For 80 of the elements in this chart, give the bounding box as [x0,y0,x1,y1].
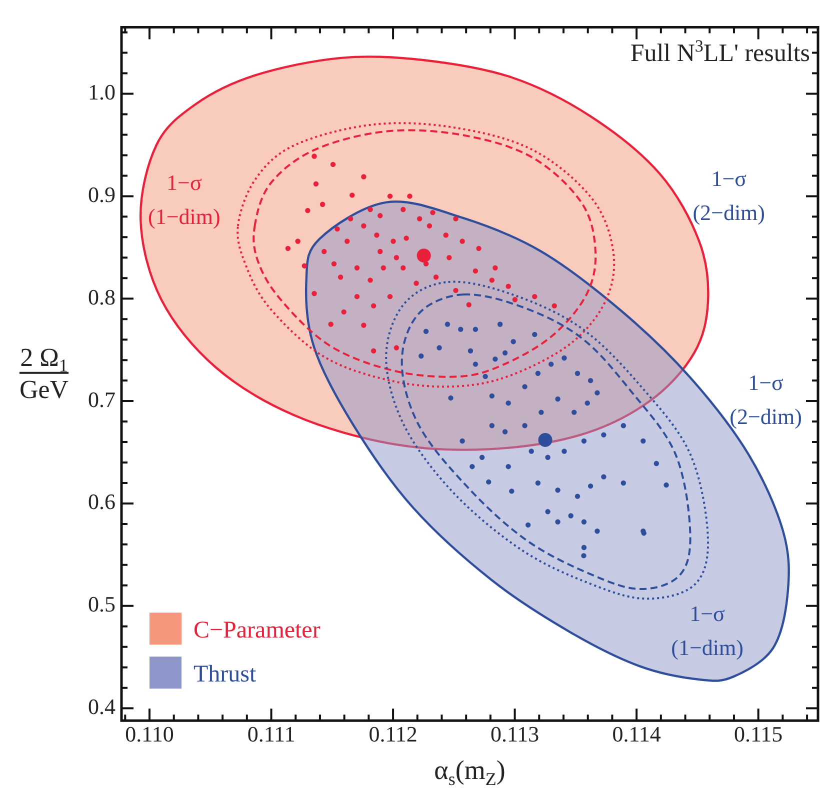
point [400,206,406,212]
legend-label: C−Parameter [194,618,320,644]
point [414,280,419,286]
annotation: 1−σ (2−dim) [730,370,802,429]
x-tick-label: 0.110 [125,722,174,747]
point [387,194,393,199]
point [338,274,344,280]
point [404,236,409,241]
x-tick-label: 0.111 [247,722,296,747]
y-tick-label: 0.4 [88,694,116,720]
point [552,303,557,308]
point [370,348,376,354]
point [387,294,393,300]
point [361,322,366,328]
point [378,213,383,218]
point [416,216,422,222]
point [285,246,291,252]
point [407,194,412,199]
annotation: 1−σ (1−dim) [148,170,220,230]
point [350,192,355,198]
y-tick-label: 0.9 [88,182,116,207]
point [430,210,436,216]
point [532,294,538,300]
point [453,288,458,294]
point [368,278,373,283]
point [354,294,360,300]
point [322,248,327,254]
y-tick-label: 0.6 [88,489,116,514]
point [331,261,337,266]
x-tick-label: 0.115 [734,722,783,747]
x-tick-label: 0.112 [368,722,418,747]
x-tick-label: 0.114 [612,722,661,747]
point [426,223,432,228]
point [506,284,511,289]
point [400,265,406,270]
legend-label: Thrust [194,662,256,688]
point [312,154,317,159]
point [374,232,380,238]
point [330,162,336,168]
point [443,232,448,238]
point [361,174,366,180]
point [378,248,383,254]
point [512,297,518,302]
y-tick-label: 1.0 [88,80,116,105]
point [472,268,478,274]
annotation: 1−σ (1−dim) [671,600,744,660]
y-tick-label: 0.7 [88,386,116,412]
point [328,322,334,327]
annotation: 1−σ (2−dim) [692,166,766,226]
point [334,226,340,232]
point [341,309,346,315]
point [305,208,310,214]
point [295,238,300,244]
point [368,206,373,212]
point [370,303,376,308]
point [394,255,400,260]
y-tick-label: 0.8 [88,284,116,310]
point [320,202,326,207]
point [361,223,366,228]
point [460,238,465,244]
point [354,265,360,270]
point [453,216,458,222]
point [416,248,431,263]
point [538,432,552,447]
point [390,238,396,244]
point [394,345,400,350]
point [302,263,307,268]
point [313,181,319,187]
y-tick-label: 0.5 [88,592,116,617]
point [446,255,452,260]
point [348,216,354,222]
x-tick-label: 0.113 [490,722,540,747]
point [489,278,495,283]
point [466,302,472,308]
point [476,246,482,252]
point [312,290,317,296]
point [380,265,386,270]
point [433,274,439,280]
point [344,238,350,244]
point [492,265,498,270]
